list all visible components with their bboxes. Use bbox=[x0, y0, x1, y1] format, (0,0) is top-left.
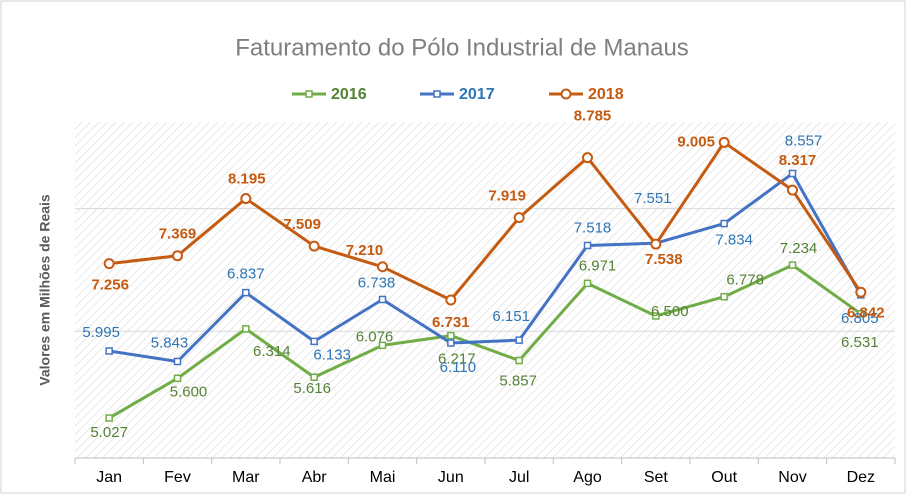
data-label: 6.738 bbox=[358, 274, 396, 291]
marker bbox=[308, 240, 320, 252]
x-tick-label: Jun bbox=[438, 469, 464, 486]
x-tick-label: Fev bbox=[164, 469, 191, 486]
data-label: 6.731 bbox=[432, 314, 470, 331]
marker bbox=[650, 238, 662, 250]
data-label: 8.557 bbox=[785, 132, 823, 149]
marker bbox=[445, 294, 457, 306]
data-label: 7.551 bbox=[634, 190, 672, 207]
series-line bbox=[108, 263, 862, 420]
marker bbox=[105, 347, 113, 355]
data-label: 7.538 bbox=[645, 251, 683, 268]
marker bbox=[515, 356, 523, 365]
marker bbox=[583, 279, 592, 288]
data-label: 7.518 bbox=[574, 219, 612, 236]
x-tick-label: Mai bbox=[370, 469, 396, 486]
x-tick-label: Jul bbox=[509, 469, 529, 486]
data-label: 6.805 bbox=[841, 310, 879, 327]
data-label: 8.317 bbox=[779, 152, 817, 169]
data-label: 5.843 bbox=[151, 334, 189, 351]
marker bbox=[855, 286, 867, 298]
marker bbox=[173, 357, 182, 366]
data-label: 5.857 bbox=[499, 372, 537, 389]
marker bbox=[310, 337, 318, 346]
data-label: 7.210 bbox=[346, 242, 384, 259]
series-line bbox=[108, 140, 863, 302]
marker bbox=[378, 341, 387, 350]
data-label: 7.369 bbox=[159, 226, 197, 243]
data-label: 5.995 bbox=[82, 324, 120, 341]
marker bbox=[310, 373, 318, 381]
data-label: 6.314 bbox=[253, 343, 291, 360]
x-tick-label: Out bbox=[711, 469, 737, 486]
legend-marker bbox=[560, 88, 572, 100]
data-label: 9.005 bbox=[677, 133, 715, 150]
y-axis-label: Valores em Milhões de Reais bbox=[37, 194, 53, 386]
data-label: 7.834 bbox=[715, 232, 753, 249]
marker bbox=[787, 184, 798, 196]
data-label: 6.971 bbox=[579, 257, 617, 274]
data-label: 6.217 bbox=[438, 351, 476, 368]
legend-label: 2016 bbox=[331, 86, 367, 103]
data-label: 5.600 bbox=[170, 383, 208, 400]
marker bbox=[718, 136, 730, 148]
marker bbox=[513, 212, 525, 224]
marker bbox=[173, 374, 182, 383]
marker bbox=[788, 261, 797, 269]
data-label: 6.778 bbox=[726, 272, 764, 289]
data-label: 7.509 bbox=[283, 216, 321, 233]
legend-marker bbox=[433, 90, 441, 98]
x-tick-label: Ago bbox=[573, 469, 602, 486]
marker bbox=[583, 241, 592, 250]
marker bbox=[447, 331, 455, 340]
marker bbox=[242, 325, 250, 333]
marker bbox=[172, 250, 183, 262]
marker bbox=[240, 193, 252, 205]
data-label: 6.151 bbox=[492, 308, 530, 325]
x-tick-label: Set bbox=[644, 469, 669, 486]
data-label: 5.616 bbox=[293, 380, 331, 397]
series-line bbox=[108, 171, 863, 363]
data-label: 7.234 bbox=[780, 240, 818, 257]
x-tick-label: Mar bbox=[232, 469, 260, 486]
marker bbox=[720, 219, 728, 228]
plot-area bbox=[75, 122, 895, 458]
data-label: 7.256 bbox=[91, 277, 129, 294]
legend: 2016 2017 2018 bbox=[292, 86, 624, 103]
data-label: 6.076 bbox=[356, 328, 394, 345]
data-label: 7.919 bbox=[488, 188, 526, 205]
marker bbox=[103, 258, 115, 270]
legend-label: 2017 bbox=[459, 86, 495, 103]
legend-marker bbox=[305, 90, 313, 98]
x-tick-label: Abr bbox=[302, 469, 328, 486]
marker bbox=[788, 169, 797, 178]
marker bbox=[377, 261, 388, 273]
x-tick-label: Dez bbox=[847, 469, 875, 486]
marker bbox=[652, 312, 660, 320]
marker bbox=[447, 339, 455, 347]
chart-title: Faturamento do Pólo Industrial de Manaus bbox=[235, 34, 689, 61]
marker bbox=[857, 310, 865, 318]
data-label: 6.110 bbox=[440, 359, 476, 376]
marker bbox=[105, 414, 113, 422]
data-label: 6.133 bbox=[313, 346, 351, 363]
x-tick-label: Nov bbox=[778, 469, 806, 486]
data-label: 6.500 bbox=[651, 303, 689, 320]
marker bbox=[582, 152, 593, 164]
data-label: 8.785 bbox=[574, 108, 612, 125]
data-label: 6.842 bbox=[847, 304, 885, 321]
legend-label: 2018 bbox=[588, 86, 624, 103]
data-label: 6.531 bbox=[841, 334, 879, 351]
marker bbox=[720, 292, 728, 301]
marker bbox=[515, 336, 523, 344]
marker bbox=[378, 295, 387, 304]
data-label: 5.027 bbox=[90, 424, 128, 441]
data-label: 6.837 bbox=[227, 266, 265, 283]
data-label: 8.195 bbox=[228, 171, 266, 188]
marker bbox=[242, 288, 250, 297]
x-tick-label: Jan bbox=[96, 469, 122, 486]
